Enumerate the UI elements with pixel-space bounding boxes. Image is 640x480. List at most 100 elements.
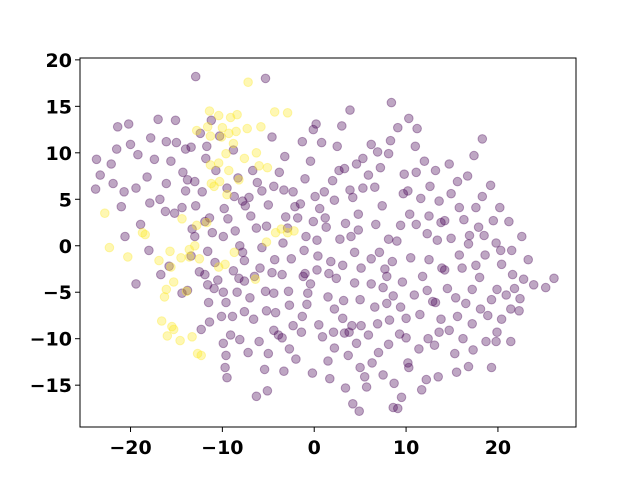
data-point-series-0-87 <box>278 238 288 248</box>
data-point-series-0-164 <box>403 358 413 368</box>
data-point-series-1-65 <box>220 259 230 270</box>
data-point-series-0-233 <box>245 293 255 303</box>
data-point-series-0-184 <box>488 215 499 226</box>
data-point-series-0-103 <box>314 203 325 214</box>
data-point-series-0-6 <box>125 139 136 150</box>
data-point-series-0-119 <box>359 372 370 382</box>
data-point-series-1-5 <box>154 255 164 266</box>
data-point-series-0-91 <box>288 187 298 197</box>
data-point-series-0-159 <box>378 370 388 380</box>
data-point-series-0-110 <box>329 304 340 314</box>
data-point-series-0-9 <box>119 187 129 197</box>
data-point-series-0-273 <box>186 142 196 152</box>
data-point-series-0-342 <box>310 191 320 202</box>
data-point-series-0-111 <box>337 313 348 324</box>
data-point-series-0-32 <box>202 141 212 152</box>
data-point-series-0-173 <box>432 235 443 245</box>
data-point-series-0-314 <box>302 299 312 310</box>
data-point-series-0-204 <box>471 260 481 271</box>
data-point-series-0-217 <box>463 361 474 372</box>
data-point-series-1-56 <box>213 262 224 272</box>
data-point-series-1-48 <box>231 126 241 137</box>
data-point-series-0-306 <box>492 284 502 295</box>
data-point-series-0-0 <box>91 154 102 165</box>
data-point-series-0-346 <box>398 188 409 199</box>
data-point-series-0-98 <box>345 105 355 115</box>
data-point-series-0-42 <box>202 280 213 290</box>
data-point-series-0-24 <box>182 175 193 185</box>
data-point-series-0-5 <box>123 119 134 129</box>
data-point-series-0-348 <box>436 217 446 228</box>
data-point-series-1-57 <box>181 286 192 297</box>
data-point-series-0-157 <box>383 339 394 350</box>
data-point-series-1-36 <box>251 148 262 158</box>
data-point-series-1-50 <box>256 122 266 132</box>
data-point-series-0-146 <box>416 193 426 204</box>
data-point-series-0-179 <box>462 171 473 181</box>
data-point-series-1-11 <box>156 316 167 326</box>
data-point-series-0-82 <box>303 288 313 299</box>
data-point-series-0-113 <box>329 343 340 353</box>
data-point-series-0-4 <box>112 122 123 132</box>
data-point-series-0-142 <box>410 141 421 152</box>
data-point-series-0-318 <box>401 333 411 343</box>
data-point-series-1-38 <box>228 138 239 149</box>
data-point-series-0-211 <box>523 254 534 265</box>
data-point-series-0-240 <box>307 368 318 378</box>
data-point-series-0-279 <box>263 200 274 210</box>
data-point-series-1-20 <box>190 241 200 251</box>
data-point-series-1-28 <box>214 176 225 187</box>
data-point-series-0-67 <box>235 334 245 345</box>
data-point-series-0-213 <box>540 282 551 293</box>
data-point-series-0-68 <box>243 347 253 358</box>
data-point-series-0-96 <box>311 119 321 129</box>
data-point-series-0-50 <box>230 226 240 236</box>
x-tick-label-0: −20 <box>109 437 151 459</box>
data-point-series-0-291 <box>321 222 332 232</box>
data-point-series-0-296 <box>356 320 366 331</box>
data-point-series-0-316 <box>344 327 354 338</box>
data-point-series-0-334 <box>186 251 196 261</box>
data-point-series-0-158 <box>373 347 384 358</box>
data-point-series-0-350 <box>473 222 484 232</box>
data-point-series-0-151 <box>380 264 390 274</box>
data-point-series-1-52 <box>269 107 280 117</box>
data-point-series-1-64 <box>261 237 272 247</box>
data-point-series-0-53 <box>229 191 240 202</box>
data-point-series-0-292 <box>286 253 297 264</box>
data-point-series-0-71 <box>222 372 232 383</box>
data-point-series-1-31 <box>224 165 234 176</box>
data-point-series-0-70 <box>220 362 230 373</box>
data-point-series-0-228 <box>145 198 155 208</box>
data-point-series-0-29 <box>195 128 206 139</box>
data-point-series-0-59 <box>260 286 271 297</box>
data-point-series-0-312 <box>254 336 264 347</box>
data-point-series-1-13 <box>168 324 179 335</box>
data-point-series-0-45 <box>221 297 231 308</box>
data-point-series-0-355 <box>299 245 309 256</box>
data-point-series-0-74 <box>279 366 289 377</box>
data-point-series-0-155 <box>401 313 411 324</box>
data-point-series-1-6 <box>165 246 175 257</box>
data-point-series-0-268 <box>483 310 493 321</box>
data-point-series-0-123 <box>363 330 374 340</box>
data-point-series-0-259 <box>403 186 413 196</box>
data-point-series-0-289 <box>290 201 300 212</box>
data-point-series-0-330 <box>237 247 248 258</box>
data-point-series-0-235 <box>267 267 277 278</box>
data-point-series-0-340 <box>257 186 267 196</box>
data-point-series-0-284 <box>247 165 258 176</box>
data-point-series-0-162 <box>388 402 399 413</box>
data-point-series-0-283 <box>297 136 308 147</box>
data-point-series-0-201 <box>461 298 471 309</box>
data-point-series-0-354 <box>337 260 348 271</box>
data-point-series-0-78 <box>263 348 274 359</box>
data-point-series-1-55 <box>222 189 232 200</box>
data-point-series-0-317 <box>384 315 395 325</box>
data-point-series-0-286 <box>214 131 225 141</box>
data-point-series-1-4 <box>140 229 150 240</box>
data-point-series-0-262 <box>446 233 456 244</box>
data-point-series-0-344 <box>351 159 362 169</box>
data-point-series-0-281 <box>274 167 285 178</box>
data-point-series-1-35 <box>262 162 273 173</box>
